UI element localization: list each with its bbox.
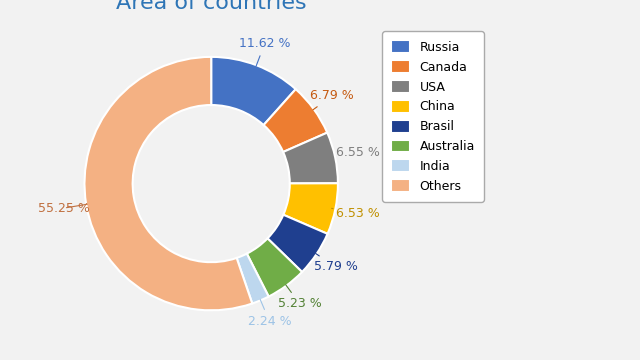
Text: 6.79 %: 6.79 % (310, 89, 354, 110)
Text: 2.24 %: 2.24 % (248, 300, 291, 328)
Wedge shape (211, 57, 296, 125)
Wedge shape (247, 238, 302, 297)
Wedge shape (264, 89, 327, 152)
Wedge shape (283, 132, 338, 183)
Text: 11.62 %: 11.62 % (239, 37, 291, 66)
Text: 5.23 %: 5.23 % (278, 285, 322, 310)
Title: Area of countries: Area of countries (116, 0, 307, 13)
Text: 5.79 %: 5.79 % (314, 253, 357, 273)
Text: 6.53 %: 6.53 % (332, 207, 380, 220)
Legend: Russia, Canada, USA, China, Brasil, Australia, India, Others: Russia, Canada, USA, China, Brasil, Aust… (382, 31, 484, 202)
Text: 6.55 %: 6.55 % (332, 146, 380, 159)
Wedge shape (237, 254, 269, 303)
Text: 55.25 %: 55.25 % (38, 202, 90, 215)
Wedge shape (84, 57, 252, 310)
Wedge shape (284, 183, 338, 234)
Wedge shape (268, 215, 328, 272)
